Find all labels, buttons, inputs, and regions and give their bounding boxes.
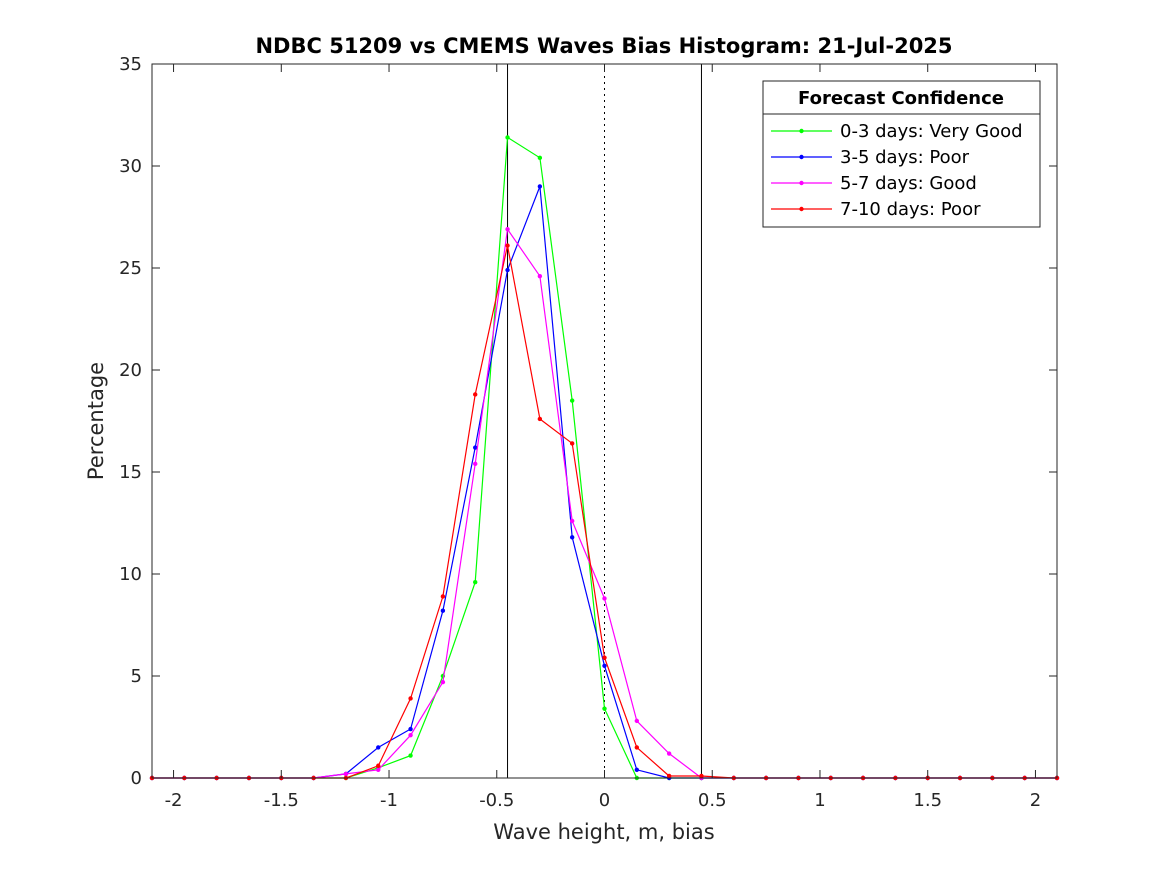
- x-tick-label: 0: [599, 790, 610, 811]
- data-point: [440, 608, 446, 613]
- legend-swatch-marker: [799, 180, 804, 186]
- legend-item-label: 5-7 days: Good: [840, 173, 977, 194]
- data-point: [634, 745, 640, 750]
- data-point: [505, 267, 510, 273]
- legend: Forecast Confidence 0-3 days: Very Good 3…: [762, 80, 1041, 228]
- data-point: [473, 392, 478, 397]
- legend-title: Forecast Confidence: [798, 88, 1004, 109]
- y-axis-label: Percentage: [84, 362, 108, 480]
- data-point: [537, 273, 543, 279]
- data-point: [376, 745, 381, 750]
- data-point: [537, 155, 543, 161]
- data-point: [602, 706, 607, 711]
- data-point: [343, 771, 349, 777]
- legend-item-label: 7-10 days: Poor: [840, 199, 981, 220]
- y-tick-label: 5: [131, 666, 142, 687]
- data-point: [505, 227, 510, 232]
- legend-swatch-marker: [799, 128, 804, 134]
- data-point: [473, 445, 478, 450]
- data-point: [602, 663, 607, 668]
- legend-item-label: 0-3 days: Very Good: [840, 121, 1023, 142]
- data-point: [408, 753, 413, 758]
- data-point: [602, 655, 607, 660]
- y-tick-label: 30: [119, 156, 142, 177]
- data-point: [634, 718, 640, 724]
- data-point: [376, 763, 381, 768]
- legend-items: 0-3 days: Very Good 3-5 days: Poor 5-7 day…: [771, 121, 1023, 220]
- data-point: [602, 596, 607, 601]
- data-point: [440, 679, 446, 685]
- x-tick-label: -0.5: [479, 790, 514, 811]
- legend-swatch-marker: [799, 206, 804, 212]
- legend-swatch-marker: [799, 154, 804, 160]
- data-point: [569, 398, 575, 403]
- data-point: [505, 135, 510, 140]
- data-point: [376, 767, 381, 773]
- data-point: [569, 441, 575, 446]
- y-tick-label: 35: [119, 54, 142, 75]
- y-tick-label: 20: [119, 360, 142, 381]
- legend-item-label: 3-5 days: Poor: [840, 147, 970, 168]
- x-tick-label: 1: [814, 790, 825, 811]
- data-point: [569, 535, 575, 540]
- y-tick-label: 10: [119, 564, 142, 585]
- legend-box: [762, 80, 1041, 228]
- data-point: [537, 184, 543, 189]
- data-point: [699, 773, 704, 779]
- x-tick-label: 1.5: [913, 790, 942, 811]
- data-point: [569, 518, 575, 524]
- x-tick-label: 0.5: [698, 790, 727, 811]
- y-tick-label: 25: [119, 258, 142, 279]
- x-tick-label: -2: [165, 790, 183, 811]
- data-point: [473, 579, 478, 585]
- x-tick-label: -1.5: [264, 790, 299, 811]
- x-tick-label: -1: [380, 790, 398, 811]
- x-tick-label: 2: [1030, 790, 1041, 811]
- data-point: [634, 767, 640, 773]
- data-point: [537, 416, 543, 422]
- data-point: [666, 751, 672, 756]
- data-point: [473, 461, 478, 467]
- data-point: [408, 732, 413, 738]
- data-point: [505, 243, 510, 248]
- chart-title: NDBC 51209 vs CMEMS Waves Bias Histogram…: [255, 34, 952, 58]
- data-point: [666, 773, 672, 779]
- y-tick-label: 15: [119, 462, 142, 483]
- x-axis-label: Wave height, m, bias: [493, 820, 714, 844]
- data-point: [408, 696, 413, 701]
- data-point: [440, 594, 446, 599]
- y-tick-label: 0: [131, 768, 142, 789]
- data-point: [408, 726, 413, 732]
